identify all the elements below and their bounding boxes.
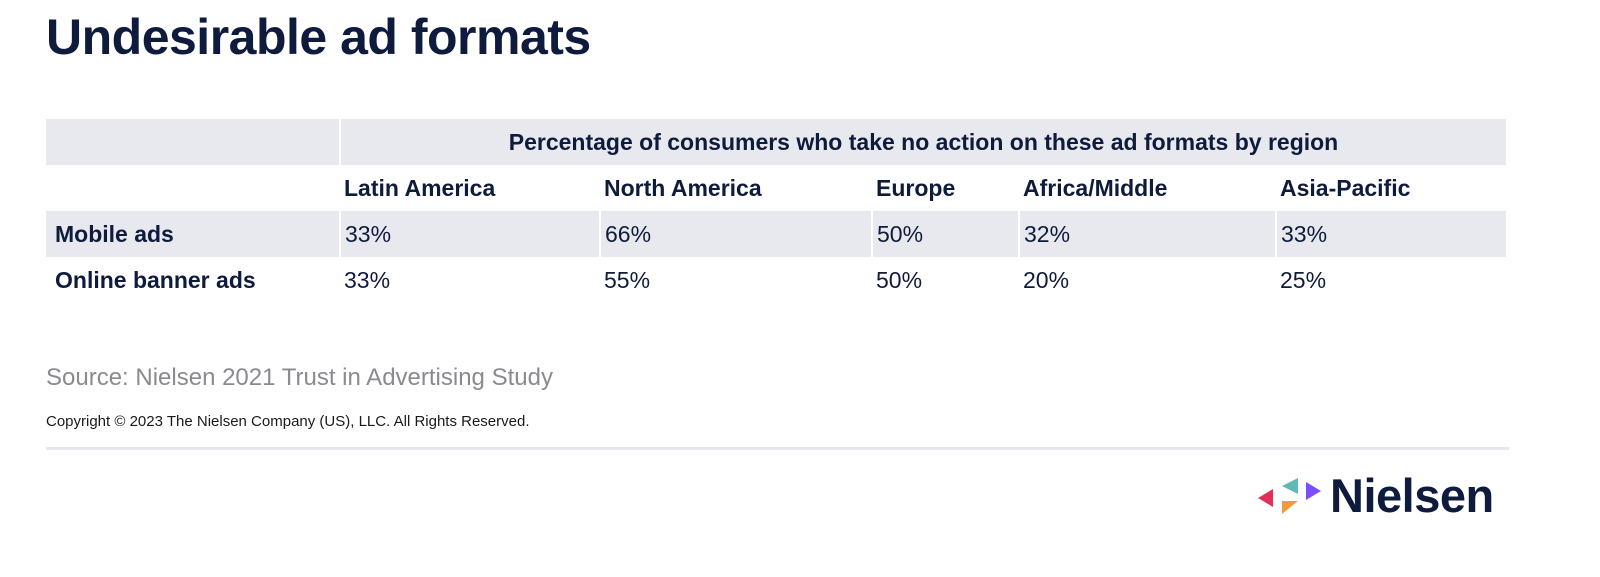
column-header-north-america: North America	[604, 174, 762, 201]
source-note: Source: Nielsen 2021 Trust in Advertisin…	[46, 364, 553, 391]
table-cell: 50%	[876, 266, 923, 293]
row-label-mobile-ads: Mobile ads	[46, 211, 340, 257]
table-cell: 20%	[1023, 266, 1070, 293]
nielsen-wordmark: Nielsen	[1330, 469, 1494, 522]
table-cell: 66%	[599, 211, 872, 257]
table-cell: 25%	[1280, 266, 1327, 293]
table-super-header-row: Percentage of consumers who take no acti…	[46, 119, 1506, 165]
ad-formats-table: Percentage of consumers who take no acti…	[46, 119, 1506, 303]
table-column-header-row: Latin America North America Europe Afric…	[46, 165, 1506, 211]
table-cell: 50%	[871, 211, 1019, 257]
table-cell: 33%	[339, 211, 600, 257]
nielsen-logo: Nielsen	[1258, 469, 1494, 522]
column-header-africa-middle: Africa/Middle	[1023, 174, 1168, 201]
column-header-europe: Europe	[876, 174, 956, 201]
table-cell: 32%	[1018, 211, 1276, 257]
column-header-asia-pacific: Asia-Pacific	[1280, 174, 1411, 201]
table-super-header: Percentage of consumers who take no acti…	[339, 119, 1506, 165]
copyright-notice: Copyright © 2023 The Nielsen Company (US…	[46, 413, 530, 430]
table-cell: 33%	[1275, 211, 1506, 257]
logo-red-triangle	[1258, 489, 1273, 507]
logo-purple-triangle	[1306, 482, 1321, 500]
logo-teal-triangle	[1282, 478, 1298, 494]
divider	[46, 447, 1509, 450]
column-header-latin-america: Latin America	[344, 174, 496, 201]
page-title: Undesirable ad formats	[46, 9, 591, 65]
logo-orange-triangle	[1282, 501, 1298, 514]
table-corner-cell	[46, 119, 340, 165]
table-cell: 33%	[344, 266, 391, 293]
table-row: Online banner ads 33% 55% 50% 20% 25%	[46, 257, 1506, 303]
nielsen-logo-icon	[1258, 478, 1321, 514]
table-cell: 55%	[604, 266, 651, 293]
table-row: Mobile ads 33% 66% 50% 32% 33%	[46, 211, 1506, 257]
row-label-online-banner-ads: Online banner ads	[55, 266, 256, 293]
row-label-header	[46, 165, 340, 211]
